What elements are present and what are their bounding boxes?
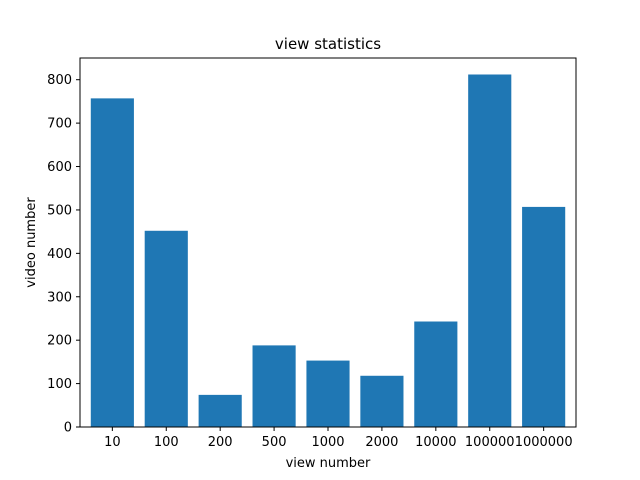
x-axis-ticks: 10 100 200 500 1000 2000 10000 100000 1000000 [104, 427, 573, 450]
x-tick-label: 200 [208, 435, 233, 450]
bar-500 [252, 345, 296, 427]
y-tick-label: 100 [47, 377, 72, 392]
bar-10000 [414, 321, 458, 427]
x-tick-label: 100000 [465, 435, 515, 450]
y-axis-label: video number [24, 197, 39, 288]
x-tick-label: 100 [154, 435, 179, 450]
y-tick-label: 300 [47, 290, 72, 305]
y-tick-label: 600 [47, 160, 72, 175]
x-tick-label: 1000000 [515, 435, 573, 450]
bar-100 [144, 230, 188, 427]
x-tick-label: 2000 [365, 435, 398, 450]
y-axis-ticks: 0 100 200 300 400 500 600 700 800 [47, 73, 80, 436]
bar-10 [90, 98, 134, 428]
y-tick-label: 700 [47, 117, 72, 132]
x-tick-label: 500 [262, 435, 287, 450]
y-tick-label: 800 [47, 73, 72, 88]
y-tick-label: 500 [47, 203, 72, 218]
y-tick-label: 400 [47, 247, 72, 262]
bar-200 [198, 394, 242, 427]
chart-title: view statistics [275, 35, 381, 53]
x-tick-label: 10 [104, 435, 121, 450]
x-tick-label: 1000 [311, 435, 344, 450]
x-tick-label: 10000 [415, 435, 456, 450]
x-axis-label: view number [286, 456, 371, 471]
bar-1000000 [522, 206, 566, 427]
bars-group [90, 74, 566, 428]
bar-1000 [306, 360, 350, 427]
y-tick-label: 0 [64, 421, 72, 436]
bar-100000 [468, 74, 512, 428]
bar-2000 [360, 375, 404, 427]
plot-frame [79, 57, 577, 428]
y-tick-label: 200 [47, 334, 72, 349]
